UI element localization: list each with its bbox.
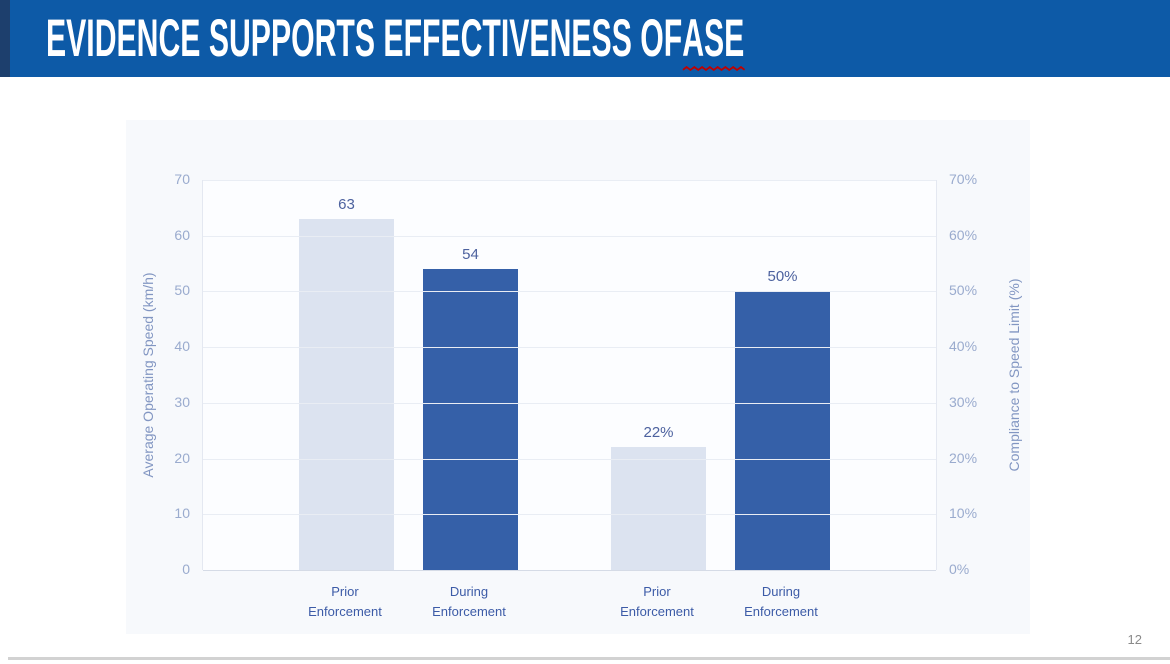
left-y-tick-label: 50 bbox=[174, 282, 190, 298]
left-y-tick-label: 70 bbox=[174, 171, 190, 187]
gridline bbox=[203, 236, 936, 237]
page-number: 12 bbox=[1127, 632, 1142, 647]
bar-compliance-during: 50% bbox=[735, 268, 830, 570]
right-y-tick-label: 20% bbox=[949, 450, 978, 466]
bar-speed-prior: 63 bbox=[299, 196, 394, 570]
footer-divider-bar bbox=[8, 657, 1170, 660]
bar-data-label: 54 bbox=[462, 246, 479, 263]
bar-data-label: 50% bbox=[767, 268, 798, 285]
gridline bbox=[203, 514, 936, 515]
right-y-tick-label: 0% bbox=[949, 561, 970, 577]
spellcheck-squiggle-icon bbox=[682, 66, 745, 71]
gridline bbox=[203, 347, 936, 348]
left-y-tick-label: 40 bbox=[174, 338, 190, 354]
x-axis-category-label: During Enforcement bbox=[744, 584, 818, 620]
bar-data-label: 63 bbox=[338, 196, 355, 213]
right-y-tick-label: 10% bbox=[949, 505, 978, 521]
plot-area: 63 54 22% 50% bbox=[202, 180, 937, 571]
gridline bbox=[203, 291, 936, 292]
slide-header: EVIDENCE SUPPORTS EFFECTIVENESS OF ASE bbox=[0, 0, 1170, 77]
left-y-tick-label: 60 bbox=[174, 227, 190, 243]
slide-title: EVIDENCE SUPPORTS EFFECTIVENESS OF ASE bbox=[46, 0, 745, 77]
slide-title-ase-text: ASE bbox=[682, 9, 745, 68]
chart-card: Average Operating Speed (km/h) Complianc… bbox=[126, 120, 1030, 634]
slide-title-word-ase: ASE bbox=[682, 8, 745, 71]
x-axis-category-label: Prior Enforcement bbox=[308, 584, 382, 620]
left-axis-title: Average Operating Speed (km/h) bbox=[140, 272, 156, 478]
x-axis-labels: Prior Enforcement During Enforcement Pri… bbox=[202, 582, 937, 630]
slide-title-text: EVIDENCE SUPPORTS EFFECTIVENESS OF bbox=[46, 9, 683, 68]
right-axis-title: Compliance to Speed Limit (%) bbox=[1006, 278, 1022, 472]
bar-speed-during: 54 bbox=[423, 246, 518, 570]
x-axis-baseline bbox=[203, 570, 936, 571]
right-y-tick-label: 40% bbox=[949, 338, 978, 354]
left-y-tick-label: 10 bbox=[174, 505, 190, 521]
right-y-tick-label: 50% bbox=[949, 282, 978, 298]
gridline bbox=[203, 180, 936, 181]
right-y-tick-label: 30% bbox=[949, 394, 978, 410]
right-y-tick-label: 70% bbox=[949, 171, 978, 187]
left-y-tick-label: 0 bbox=[182, 561, 190, 577]
gridline bbox=[203, 459, 936, 460]
left-y-tick-label: 30 bbox=[174, 394, 190, 410]
bar-data-label: 22% bbox=[643, 424, 674, 441]
x-axis-category-label: Prior Enforcement bbox=[620, 584, 694, 620]
x-axis-category-label: During Enforcement bbox=[432, 584, 506, 620]
left-y-tick-label: 20 bbox=[174, 450, 190, 466]
bar-compliance-prior: 22% bbox=[611, 424, 706, 570]
right-y-tick-label: 60% bbox=[949, 227, 978, 243]
gridline bbox=[203, 403, 936, 404]
header-left-accent-bar bbox=[0, 0, 10, 77]
